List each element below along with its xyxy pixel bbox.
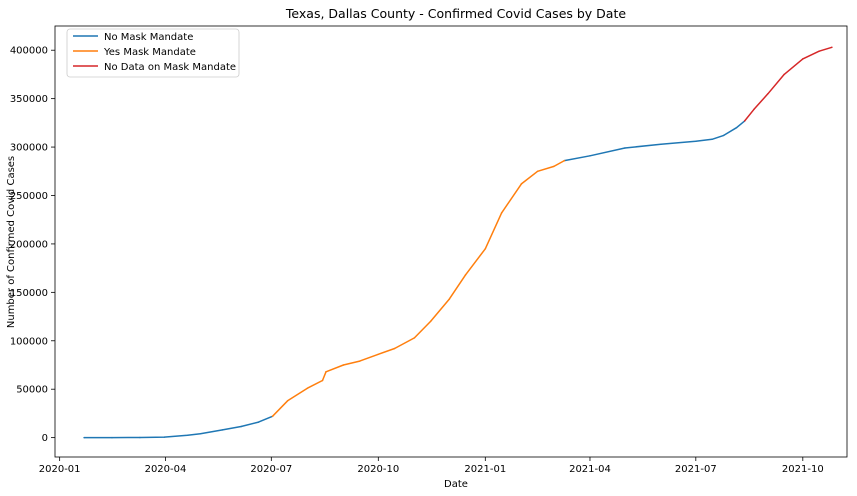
data-point-no-mask-mandate (660, 143, 662, 145)
y-tick-label: 250000 (10, 191, 48, 202)
y-tick-label: 0 (42, 433, 48, 444)
x-tick-label: 2021-10 (782, 464, 824, 475)
y-tick-label: 100000 (10, 336, 48, 347)
series-line-no-mask-mandate (84, 415, 273, 439)
data-point-no-mask-mandate (695, 140, 697, 143)
data-point-yes-mask-mandate (464, 274, 467, 276)
data-point-no-mask-mandate (83, 436, 85, 439)
y-tick-label: 300000 (10, 143, 48, 154)
series-line-no-data-on-mask-mandate (744, 46, 833, 122)
data-point-no-mask-mandate (257, 421, 260, 423)
data-point-yes-mask-mandate (520, 183, 523, 185)
data-point-no-data-on-mask-mandate (743, 120, 746, 122)
data-point-yes-mask-mandate (393, 347, 396, 350)
series-lines (83, 46, 833, 439)
data-point-no-mask-mandate (186, 434, 189, 436)
data-point-no-mask-mandate (199, 433, 202, 435)
x-axis-title: Date (444, 479, 468, 490)
data-point-no-mask-mandate (624, 147, 626, 149)
x-tick-label: 2021-07 (675, 464, 717, 475)
data-point-no-mask-mandate (589, 155, 591, 157)
y-tick-label: 350000 (10, 94, 48, 105)
data-point-yes-mask-mandate (306, 387, 309, 389)
x-tick-label: 2020-04 (145, 464, 187, 475)
data-point-yes-mask-mandate (553, 165, 555, 168)
data-point-no-mask-mandate (139, 436, 141, 439)
x-tick-label: 2021-04 (569, 464, 611, 475)
y-tick-label: 50000 (16, 385, 48, 396)
data-point-yes-mask-mandate (286, 400, 289, 402)
data-point-no-mask-mandate (722, 134, 725, 137)
chart-title: Texas, Dallas County - Confirmed Covid C… (285, 6, 626, 21)
x-tick-label: 2020-01 (39, 464, 81, 475)
y-tick-label: 400000 (10, 46, 48, 57)
data-point-yes-mask-mandate (484, 248, 487, 250)
data-point-yes-mask-mandate (413, 337, 416, 339)
data-point-yes-mask-mandate (325, 371, 327, 373)
legend-box (66, 28, 240, 78)
data-point-no-mask-mandate (240, 425, 242, 428)
data-point-no-data-on-mask-mandate (802, 58, 804, 60)
data-point-no-mask-mandate (221, 429, 224, 431)
data-point-no-data-on-mask-mandate (753, 108, 755, 111)
data-point-yes-mask-mandate (563, 159, 566, 162)
y-tick-label: 150000 (10, 288, 48, 299)
data-point-no-data-on-mask-mandate (767, 93, 769, 95)
x-axis: 2020-01 2020-04 2020-07 2020-10 2021-01 2021-… (39, 457, 824, 475)
data-point-no-mask-mandate (111, 436, 113, 439)
data-point-yes-mask-mandate (358, 360, 361, 362)
data-point-yes-mask-mandate (500, 212, 503, 214)
x-tick-label: 2020-10 (357, 464, 399, 475)
y-axis-title: Number of Confirmed Covid Cases (6, 156, 17, 328)
data-point-yes-mask-mandate (377, 353, 380, 356)
data-point-no-mask-mandate (163, 436, 166, 438)
data-point-yes-mask-mandate (448, 298, 451, 300)
data-point-yes-mask-mandate (342, 364, 345, 366)
data-point-no-data-on-mask-mandate (818, 50, 820, 52)
data-point-no-mask-mandate (735, 126, 738, 129)
legend-label-no-data: No Data on Mask Mandate (104, 62, 236, 73)
series-line-no-mask-mandate (564, 120, 746, 162)
data-point-yes-mask-mandate (321, 379, 324, 382)
legend: No Mask Mandate Yes Mask Mandate No Data… (66, 28, 240, 78)
data-point-no-data-on-mask-mandate (783, 73, 785, 76)
data-point-yes-mask-mandate (271, 415, 274, 418)
data-point-no-mask-mandate (711, 138, 713, 141)
series-line-yes-mask-mandate (271, 159, 565, 417)
y-axis: 0 50000 100000 150000 200000 250000 300000 3500… (10, 46, 55, 444)
legend-label-yes-mask: Yes Mask Mandate (103, 47, 196, 58)
y-tick-label: 200000 (10, 239, 48, 250)
plot-area (54, 25, 848, 458)
x-tick-label: 2021-01 (464, 464, 506, 475)
x-tick-label: 2020-07 (250, 464, 292, 475)
data-point-yes-mask-mandate (536, 170, 539, 173)
data-point-no-data-on-mask-mandate (831, 46, 833, 49)
data-point-yes-mask-mandate (429, 320, 432, 323)
legend-label-no-mask: No Mask Mandate (104, 32, 193, 43)
